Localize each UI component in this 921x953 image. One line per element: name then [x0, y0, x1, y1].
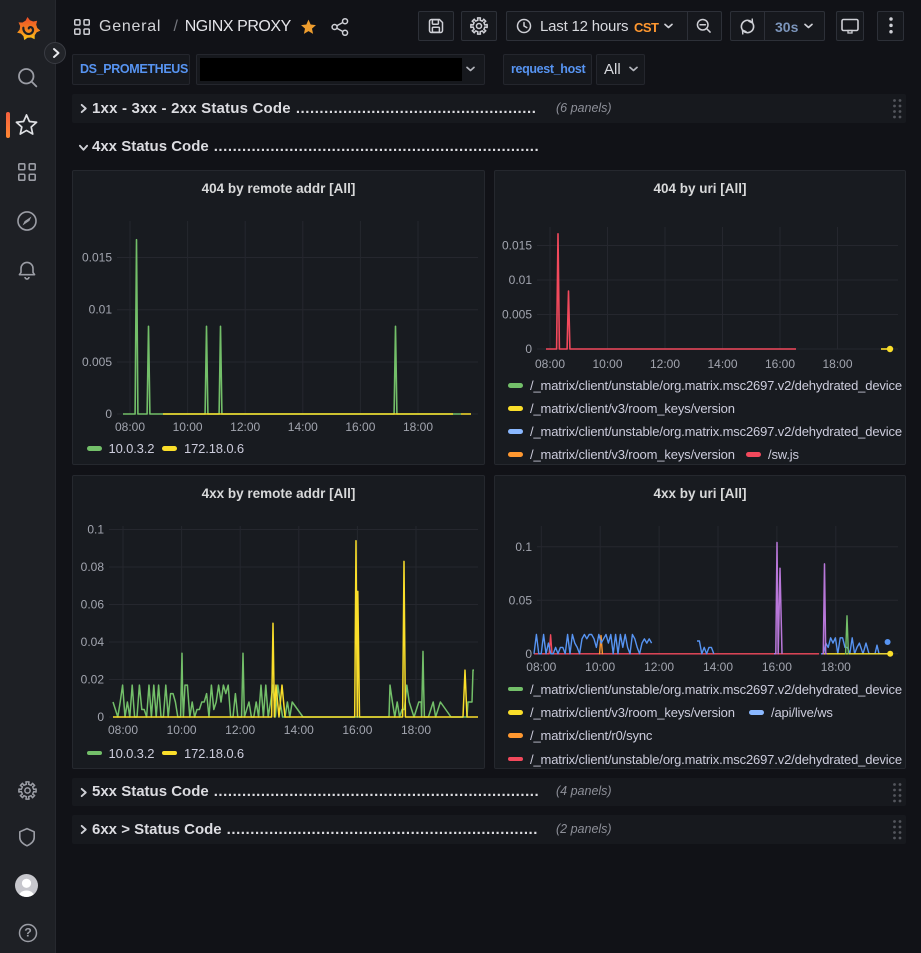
svg-text:08:00: 08:00 [108, 723, 138, 737]
svg-text:14:00: 14:00 [288, 420, 318, 434]
svg-text:0.04: 0.04 [81, 635, 105, 649]
svg-text:0: 0 [105, 407, 112, 421]
svg-text:12:00: 12:00 [650, 357, 680, 371]
svg-text:0.005: 0.005 [502, 308, 532, 322]
svg-text:0: 0 [97, 710, 104, 724]
svg-text:0.01: 0.01 [89, 303, 113, 317]
svg-text:10:00: 10:00 [173, 420, 203, 434]
svg-text:08:00: 08:00 [535, 357, 565, 371]
svg-text:14:00: 14:00 [284, 723, 314, 737]
svg-text:08:00: 08:00 [115, 420, 145, 434]
svg-text:?: ? [24, 926, 32, 940]
svg-text:18:00: 18:00 [821, 660, 851, 674]
svg-text:10:00: 10:00 [167, 723, 197, 737]
svg-text:0.01: 0.01 [509, 273, 533, 287]
svg-text:12:00: 12:00 [225, 723, 255, 737]
svg-text:16:00: 16:00 [765, 357, 795, 371]
svg-text:14:00: 14:00 [703, 660, 733, 674]
svg-text:0.02: 0.02 [81, 673, 105, 687]
svg-text:18:00: 18:00 [403, 420, 433, 434]
svg-text:12:00: 12:00 [230, 420, 260, 434]
svg-text:0: 0 [525, 342, 532, 356]
svg-text:0.1: 0.1 [87, 523, 104, 537]
svg-text:0.06: 0.06 [81, 598, 105, 612]
svg-text:14:00: 14:00 [707, 357, 737, 371]
svg-text:18:00: 18:00 [822, 357, 852, 371]
svg-text:0.015: 0.015 [502, 239, 532, 253]
svg-text:0.1: 0.1 [515, 540, 532, 554]
svg-text:18:00: 18:00 [401, 723, 431, 737]
svg-text:0.08: 0.08 [81, 560, 105, 574]
svg-text:16:00: 16:00 [345, 420, 375, 434]
svg-text:16:00: 16:00 [342, 723, 372, 737]
svg-text:12:00: 12:00 [644, 660, 674, 674]
svg-text:0.05: 0.05 [509, 593, 533, 607]
svg-text:16:00: 16:00 [762, 660, 792, 674]
svg-text:10:00: 10:00 [585, 660, 615, 674]
svg-text:0: 0 [525, 647, 532, 661]
svg-text:10:00: 10:00 [592, 357, 622, 371]
svg-text:0.015: 0.015 [82, 251, 112, 265]
svg-text:08:00: 08:00 [526, 660, 556, 674]
svg-text:0.005: 0.005 [82, 355, 112, 369]
